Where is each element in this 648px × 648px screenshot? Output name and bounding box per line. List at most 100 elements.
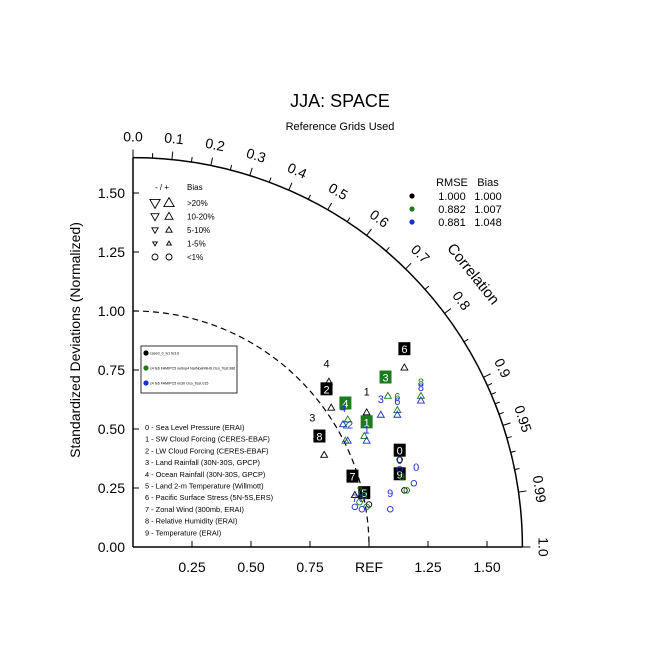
corr-minor-tick — [487, 383, 493, 387]
label-box — [346, 469, 359, 483]
series-legend: case0_0_lv1 fe3.6 c4 fe6 FAMIPC5 ne0np4 N… — [140, 345, 238, 394]
label-box — [379, 370, 392, 384]
data-point: 8 — [313, 429, 329, 458]
corr-minor-tick — [307, 194, 311, 200]
point-label: 9 — [397, 469, 403, 481]
y-tick-label: 1.00 — [98, 303, 125, 319]
circle-marker — [396, 456, 403, 463]
corr-tick — [366, 228, 372, 236]
label-box — [339, 396, 352, 410]
corr-tick — [288, 182, 293, 191]
label-box — [358, 486, 371, 500]
triangle-up-marker — [360, 431, 369, 439]
point-label: 4 — [323, 358, 329, 370]
triangle-down-marker — [149, 198, 161, 210]
corr-tick — [210, 157, 213, 166]
data-point: 2 — [343, 420, 353, 444]
point-label: 4 — [340, 403, 346, 415]
variable-item: 1 - SW Cloud Forcing (CERES-EBAF) — [145, 435, 270, 444]
series-dot — [143, 350, 149, 356]
bias-row-label: >20% — [187, 199, 208, 208]
point-label: 8 — [316, 432, 322, 444]
point-label: 1 — [364, 424, 370, 436]
triangle-up-marker — [362, 436, 371, 444]
data-point: 8 — [416, 377, 426, 399]
data-point: 9 — [393, 467, 408, 494]
label-box — [393, 467, 406, 481]
corr-minor-tick — [229, 164, 233, 171]
point-label: 5 — [361, 491, 367, 503]
point-label: 6 — [394, 391, 400, 403]
point-label: 5 — [361, 488, 367, 500]
y-tick-label: 0.25 — [98, 480, 125, 496]
series-name: c4 fe6 FAMIPC5 ne0np4 NarNoahNHS Oco_Tes… — [150, 367, 235, 371]
variable-item: 4 - Ocean Rainfall (30N-30S, GPCP) — [145, 470, 265, 479]
circle-marker — [165, 253, 173, 261]
point-label: 0 — [397, 446, 403, 458]
corr-tick — [327, 202, 333, 211]
point-label: 9 — [399, 472, 405, 484]
x-tick-label: 0.50 — [237, 559, 264, 575]
triangle-up-marker — [416, 396, 426, 404]
corr-tick-label: 0.2 — [204, 135, 226, 155]
corr-minor-tick — [463, 338, 469, 343]
bias-row-label: 10-20% — [187, 213, 215, 222]
data-point: 0 — [410, 462, 419, 487]
point-label: 7 — [356, 486, 362, 498]
circle-marker — [151, 253, 159, 261]
bias-header: Bias — [187, 183, 203, 192]
y-tick-label: 1.50 — [98, 185, 125, 201]
stats-dot — [409, 219, 415, 225]
data-point: 9 — [399, 472, 411, 494]
data-point: 0 — [393, 443, 406, 463]
point-label: 3 — [382, 373, 388, 385]
corr-minor-tick — [491, 391, 497, 395]
corr-tick-label: 0.95 — [511, 403, 535, 434]
data-point: 8 — [416, 382, 426, 404]
stats-rmse: 0.881 — [438, 217, 466, 229]
data-point: 7 — [351, 493, 359, 511]
variable-item: 3 - Land Rainfall (30N-30S, GPCP) — [145, 458, 260, 467]
variable-item: 0 - Sea Level Pressure (ERAI) — [145, 423, 244, 432]
point-label: 0 — [397, 455, 403, 467]
point-label: 9 — [387, 488, 393, 500]
corr-minor-tick — [268, 177, 272, 183]
y-axis-label: Standardized Deviations (Normalized) — [67, 222, 83, 458]
y-tick-label: 0.50 — [98, 421, 125, 437]
circle-marker — [358, 505, 366, 513]
point-label: 0 — [413, 462, 419, 474]
variable-item: 7 - Zonal Wind (300mb, ERAI) — [145, 505, 244, 514]
stats-rmse: 0.882 — [438, 204, 466, 216]
data-point: 7 — [356, 486, 363, 506]
point-label: 8 — [418, 377, 424, 389]
stats-dot — [409, 206, 415, 212]
triangle-up-marker — [376, 410, 386, 418]
data-point: 9 — [386, 488, 394, 513]
corr-tick-label: 1.0 — [536, 537, 552, 557]
circle-marker — [410, 480, 418, 487]
triangle-up-marker — [393, 410, 402, 418]
stats-bias: 1.007 — [474, 204, 502, 216]
x-tick-label: 0.25 — [178, 559, 205, 575]
variable-item: 6 - Pacific Surface Stress (5N-5S,ERS) — [145, 493, 273, 502]
bias-sign-header: - / + — [155, 183, 169, 192]
bias-legend: - / + Bias >20% 10-20% 5-10% 1-5% <1% — [149, 183, 215, 262]
series-name: c4 fe6 FAMIPC5 ne30 Oco_Test.015 — [150, 382, 208, 386]
corr-minor-tick — [346, 217, 351, 223]
triangle-down-marker — [150, 213, 160, 222]
stats-bias: 1.048 — [474, 217, 502, 229]
triangle-up-marker — [165, 225, 173, 233]
corr-tick-label: 0.99 — [530, 474, 550, 503]
corr-tick-label: 0.8 — [449, 288, 474, 313]
corr-tick-label: 0.3 — [245, 145, 269, 166]
triangle-up-marker — [393, 405, 402, 413]
circle-marker — [386, 505, 394, 513]
label-box — [313, 429, 326, 443]
triangle-up-marker — [164, 211, 174, 220]
corr-minor-tick — [424, 285, 430, 290]
data-point: 5 — [358, 493, 366, 513]
series-name: case0_0_lv1 fe3.6 — [150, 352, 179, 356]
corr-tick — [518, 490, 527, 493]
data-point: 7 — [346, 469, 360, 498]
